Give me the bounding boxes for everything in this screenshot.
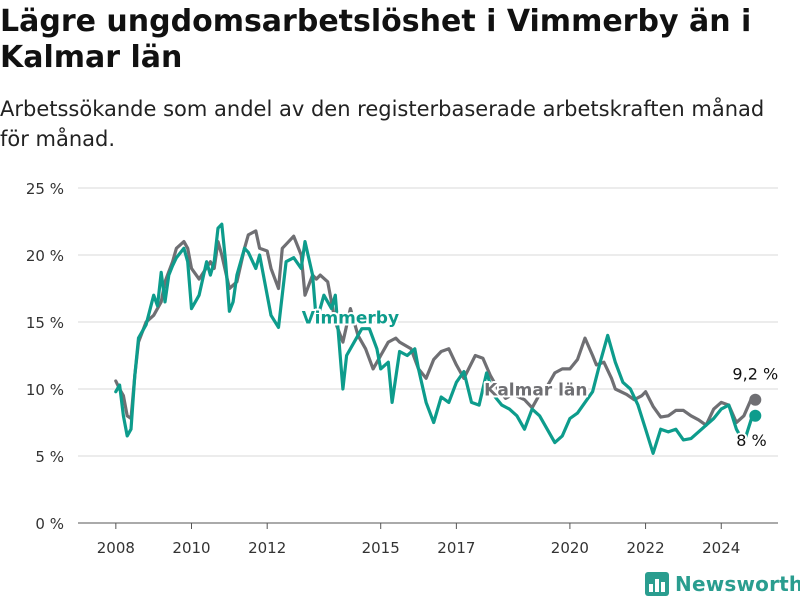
x-tick-label: 2010: [172, 539, 210, 557]
end-dot-vimmerby: [749, 409, 762, 422]
brand-name: Newsworthy: [675, 572, 800, 596]
x-tick-label: 2017: [437, 539, 475, 557]
series-line-vimmerby: [114, 222, 757, 455]
series-label-vimmerby: Vimmerby: [302, 308, 399, 328]
chart-subtitle: Arbetssökande som andel av den registerb…: [0, 97, 765, 151]
end-dot-kalmar: [749, 393, 762, 406]
bar-chart-icon: [645, 572, 669, 596]
x-tick-label: 2024: [702, 539, 740, 557]
brand-logo: Newsworthy: [645, 570, 800, 598]
y-tick-label: 15 %: [26, 314, 64, 332]
chart-title: Lägre ungdomsarbetslöshet i Vimmerby än …: [0, 4, 752, 75]
y-tick-label: 25 %: [26, 180, 64, 198]
x-tick-label: 2015: [362, 539, 400, 557]
end-value-kalmar: 9,2 %: [732, 365, 778, 384]
x-tick-label: 2008: [97, 539, 135, 557]
y-tick-label: 0 %: [35, 515, 64, 533]
end-value-vimmerby: 8 %: [736, 431, 766, 450]
y-tick-label: 20 %: [26, 247, 64, 265]
y-tick-label: 10 %: [26, 381, 64, 399]
series-label-kalmar: Kalmar län: [484, 381, 587, 401]
x-tick-label: 2020: [551, 539, 589, 557]
x-tick-label: 2022: [626, 539, 664, 557]
x-tick-label: 2012: [248, 539, 286, 557]
series-line-kalmar: [114, 229, 757, 427]
y-tick-label: 5 %: [35, 448, 64, 466]
